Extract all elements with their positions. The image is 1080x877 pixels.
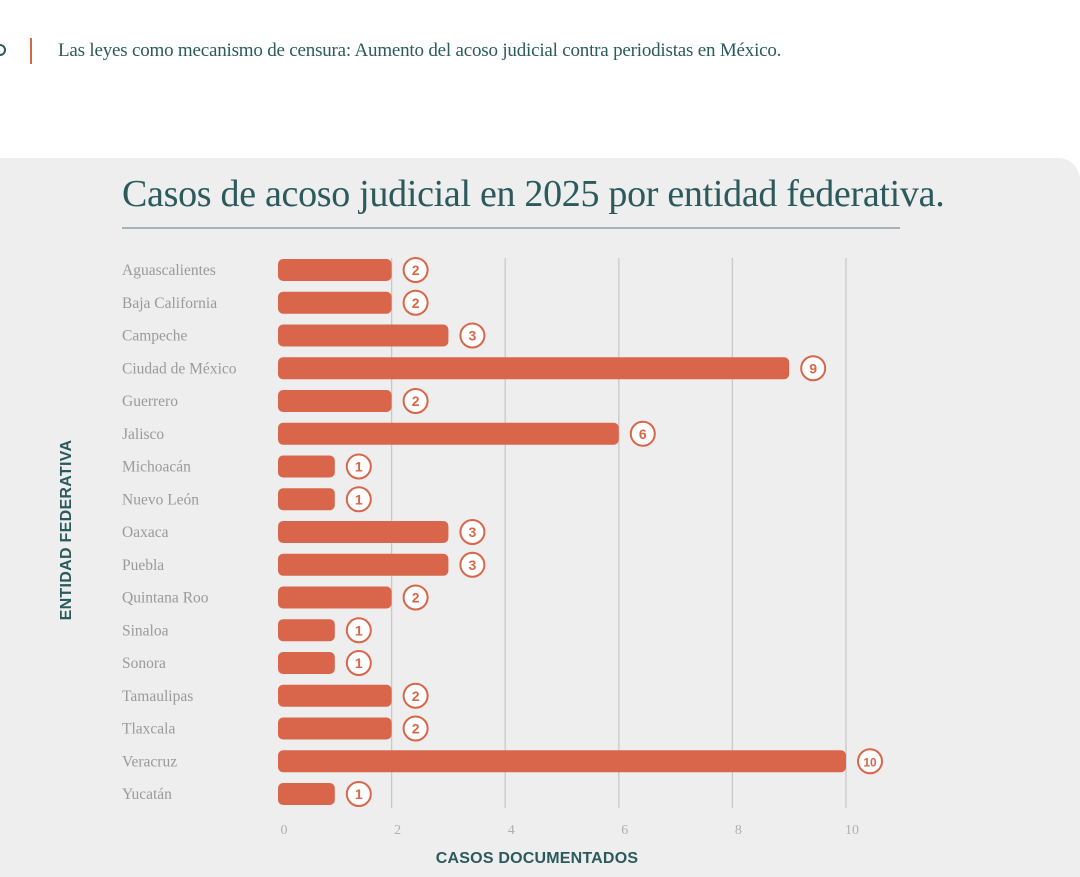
- page-header: Las leyes como mecanismo de censura: Aum…: [0, 36, 1080, 68]
- x-tick-label: 10: [845, 823, 859, 838]
- bar: [278, 619, 335, 642]
- value-label: 1: [355, 786, 363, 802]
- title-rule: [122, 227, 900, 229]
- value-label: 3: [469, 524, 477, 540]
- value-label: 2: [412, 295, 420, 311]
- value-badge: [629, 420, 656, 447]
- value-label: 1: [355, 622, 363, 638]
- bar: [278, 390, 392, 412]
- value-label: 2: [412, 393, 420, 409]
- value-badge: [345, 453, 372, 480]
- x-tick-label: 2: [394, 823, 401, 838]
- bar: [278, 291, 392, 314]
- value-badge: [459, 551, 486, 578]
- category-label: Tamaulipas: [122, 688, 193, 705]
- bar: [278, 684, 392, 707]
- value-label: 1: [355, 491, 363, 507]
- bar: [278, 455, 335, 478]
- value-badge: [459, 322, 486, 349]
- category-label: Aguascalientes: [122, 262, 216, 279]
- category-label: Jalisco: [122, 426, 164, 443]
- bar: [278, 783, 335, 805]
- value-label: 1: [355, 655, 363, 671]
- bar: [278, 259, 392, 281]
- category-label: Veracruz: [122, 753, 177, 770]
- value-badge: [402, 715, 429, 742]
- value-badge: [402, 257, 429, 283]
- value-label: 2: [412, 262, 420, 278]
- bar: [278, 717, 392, 740]
- value-badge: [345, 650, 372, 676]
- chart-title: Casos de acoso judicial en 2025 por enti…: [122, 173, 945, 215]
- x-tick-label: 4: [508, 823, 515, 838]
- page-number-marker: [0, 44, 6, 56]
- value-badge: [402, 289, 429, 316]
- bar: [278, 521, 449, 543]
- bar: [278, 488, 335, 511]
- value-badge: [459, 519, 486, 545]
- category-label: Tlaxcala: [122, 721, 175, 738]
- x-axis-title: CASOS DOCUMENTADOS: [435, 850, 639, 867]
- category-label: Quintana Roo: [122, 590, 209, 607]
- bar: [278, 357, 790, 380]
- bar: [278, 652, 335, 674]
- value-badge: [857, 748, 883, 775]
- x-tick-label: 6: [621, 823, 628, 838]
- value-badge: [402, 388, 429, 414]
- header-divider: [30, 38, 32, 64]
- x-tick-label: 0: [281, 823, 288, 838]
- header-text: Las leyes como mecanismo de censura: Aum…: [58, 40, 782, 61]
- value-label: 10: [863, 755, 877, 769]
- value-badge: [345, 486, 372, 513]
- category-label: Puebla: [122, 557, 164, 574]
- value-label: 2: [412, 688, 420, 704]
- value-badge: [402, 584, 429, 611]
- value-label: 6: [639, 426, 647, 442]
- bar: [278, 553, 449, 576]
- category-label: Sinaloa: [122, 622, 169, 639]
- category-label: Oaxaca: [122, 524, 169, 541]
- value-label: 2: [412, 590, 420, 606]
- category-label: Ciudad de México: [122, 360, 237, 377]
- value-badge: [345, 617, 372, 644]
- category-label: Sonora: [122, 655, 166, 672]
- value-label: 3: [469, 557, 477, 573]
- value-badge: [800, 355, 827, 382]
- category-label: Michoacán: [122, 459, 191, 476]
- bar: [278, 586, 392, 609]
- category-label: Nuevo León: [122, 491, 199, 508]
- category-label: Campeche: [122, 328, 188, 345]
- category-label: Yucatán: [122, 786, 172, 803]
- value-label: 9: [809, 360, 817, 376]
- bar: [278, 750, 846, 773]
- bar: [278, 324, 449, 347]
- category-label: Guerrero: [122, 393, 178, 410]
- bar: [278, 422, 619, 445]
- x-tick-label: 8: [735, 823, 742, 838]
- value-badge: [402, 682, 429, 709]
- value-badge: [345, 781, 372, 807]
- value-label: 2: [412, 721, 420, 737]
- category-label: Baja California: [122, 295, 217, 312]
- value-label: 1: [355, 459, 363, 475]
- value-label: 3: [469, 328, 477, 344]
